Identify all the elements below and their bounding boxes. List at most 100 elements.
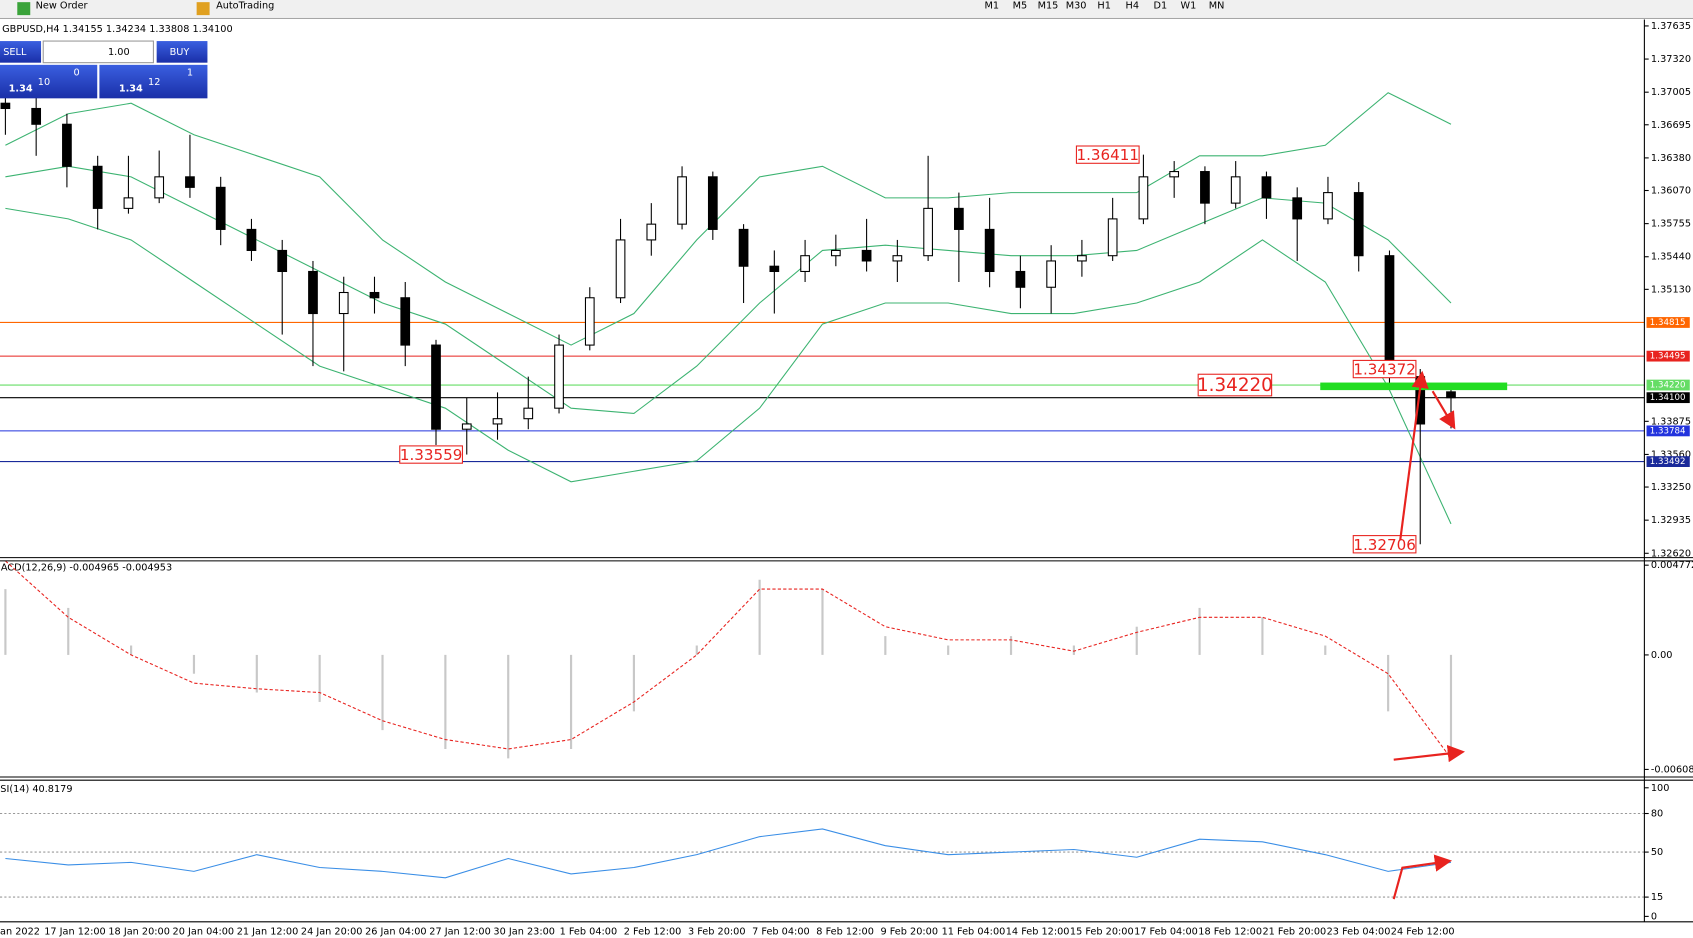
price-tick-label: 1.36380 [1651,153,1691,164]
price-tick-label: 1.33875 [1651,416,1691,427]
bid-box[interactable] [0,64,98,99]
ask-pips[interactable]: 12 [148,77,160,88]
candle-body [1015,270,1026,288]
drawn-arrow [1399,370,1429,541]
time-tick-label: 20 Jan 04:00 [173,927,235,938]
candle-body [984,228,995,273]
time-tick-label: 24 Feb 12:00 [1391,927,1455,938]
price-tick-label: 1.32935 [1651,515,1691,526]
trade-panel: SELL 1.00 BUY 1.34 10 0 1.34 12 1 [0,40,208,99]
sell-label[interactable]: SELL [3,47,27,58]
bollinger-band [5,92,1452,346]
bid-big[interactable]: 1.34 [9,84,33,95]
timeframe-button[interactable]: W1 [1181,0,1197,11]
candle-body [246,228,257,251]
sell-button[interactable] [0,41,42,63]
candle-body [954,207,964,230]
candle-body [554,344,564,409]
ask-fraction[interactable]: 1 [187,67,193,78]
candle-body [1138,176,1149,220]
candle-body [923,207,933,257]
candle-body [1292,197,1303,220]
level-tag-label: 1.33492 [1650,457,1686,467]
candle-body [1046,260,1057,288]
price-tick-label: 1.37635 [1651,21,1691,32]
candle-body [431,344,441,430]
level-tag [1646,425,1690,437]
ask-big[interactable]: 1.34 [119,84,143,95]
indicator-tick-label: 0.004772 [1651,560,1693,571]
time-tick-label: 21 Feb 20:00 [1262,927,1326,938]
indicator-header: RSI(14) 40.8179 [0,784,73,795]
candle-body [615,239,626,299]
candle-body [1107,218,1118,257]
candle-body [861,249,872,262]
time-tick-label: 8 Feb 12:00 [816,927,874,938]
candle-body [1200,171,1210,204]
candle-body [492,418,503,425]
timeframe-button[interactable]: M15 [1038,0,1059,11]
candle-body [215,186,226,230]
price-tick-label: 1.37320 [1651,54,1691,65]
candle-body [800,255,810,273]
timeframe-button[interactable]: MN [1209,0,1225,11]
new-order-icon[interactable] [17,2,31,16]
candle-body [1446,391,1456,399]
drawn-arrow [1431,390,1456,430]
time-tick-label: 26 Jan 04:00 [365,927,427,938]
candle-body [523,407,534,420]
lots-input[interactable] [42,40,154,64]
timeframe-button[interactable]: M1 [985,0,1000,11]
candle-body [1353,192,1364,257]
price-annotation-box [399,445,463,464]
price-tick-label: 1.37005 [1651,87,1691,98]
rsi-line [5,828,1452,879]
indicator-header: MACD(12,26,9) -0.004965 -0.004953 [0,562,172,573]
price-tick-label: 1.36070 [1651,186,1691,197]
bid-pips[interactable]: 10 [38,77,50,88]
autotrading-button[interactable]: AutoTrading [216,0,274,11]
candle-body [707,176,718,230]
level-tag [1646,350,1690,362]
chart-header: GBPUSD,H4 1.34155 1.34234 1.33808 1.3410… [2,24,233,35]
ask-box[interactable] [99,64,208,99]
level-tag-label: 1.34495 [1650,352,1686,362]
timeframe-button[interactable]: M30 [1066,0,1087,11]
time-tick-label: 7 Feb 04:00 [752,927,810,938]
level-tag-label: 1.34220 [1650,381,1686,391]
autotrading-icon[interactable] [196,2,210,16]
candle-body [185,176,195,188]
level-tag [1646,392,1690,404]
new-order-button[interactable]: New Order [36,0,88,11]
timeframe-button[interactable]: H4 [1126,0,1139,11]
lots-value[interactable]: 1.00 [108,47,130,58]
candle-body [584,297,595,346]
price-tick-label: 1.35440 [1651,252,1691,263]
buy-button[interactable] [156,41,208,63]
time-tick-label: 24 Jan 20:00 [301,927,363,938]
indicator-tick-label: 80 [1651,809,1663,820]
price-annotation-box [1075,145,1140,164]
timeframe-button[interactable]: M5 [1013,0,1028,11]
buy-label[interactable]: BUY [170,47,190,58]
candle-body [0,102,11,110]
timeframe-bar: M1 M5 M15 M30 H1 H4 D1 W1 MN [985,0,1225,11]
drawn-arrow [1393,744,1466,763]
plot: GBPUSD,H4 1.34155 1.34234 1.33808 1.3410… [0,21,1693,938]
timeframe-button[interactable]: H1 [1097,0,1110,11]
candle-body [1323,192,1333,220]
candle-body [154,176,165,199]
price-tick-label: 1.33560 [1651,449,1691,460]
timeframe-button[interactable]: D1 [1154,0,1168,11]
price-tick-label: 1.35755 [1651,219,1691,230]
bid-fraction[interactable]: 0 [73,67,79,78]
time-tick-label: 2 Feb 12:00 [624,927,682,938]
candle-body [31,107,42,125]
time-tick-label: 17 Feb 04:00 [1134,927,1198,938]
price-annotation: 1.36411 [1077,146,1139,164]
level-tag [1646,317,1690,328]
candle-body [738,228,749,267]
time-tick-label: 14 Feb 12:00 [1006,927,1070,938]
indicator-tick-label: -0.006088 [1651,764,1693,775]
